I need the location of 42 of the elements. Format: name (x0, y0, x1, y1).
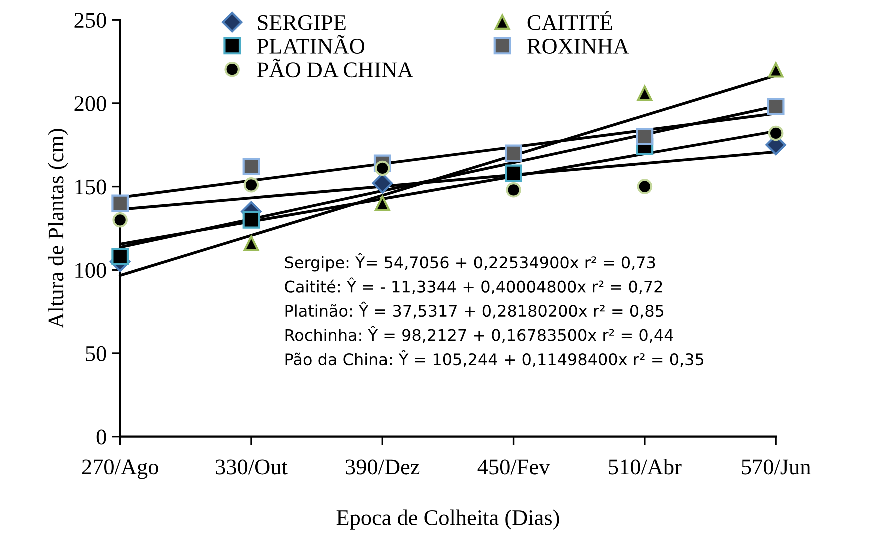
point (768, 126, 784, 142)
x-tick-label: 450/Fev (478, 460, 550, 475)
point (768, 62, 784, 78)
point (242, 211, 260, 229)
point (506, 182, 522, 198)
point (244, 178, 260, 193)
x-tick-label: 330/Out (216, 460, 288, 475)
legend-label: PLATINÃO (257, 35, 365, 54)
y-tick-label: 250 (74, 13, 106, 28)
point (637, 86, 653, 102)
point (505, 144, 522, 162)
point (505, 164, 522, 182)
y-tick-label: 150 (76, 180, 106, 195)
y-tick-label: 200 (74, 96, 106, 112)
annotation: Rochinha: Ŷ = 98,2127 + 0,16783500x r² = 0,44 (286, 326, 674, 343)
x-tick-label: 570/Jun (742, 460, 811, 475)
x-tick-label: 270/Ago (82, 460, 158, 480)
legend-label: ROXINHA (528, 39, 630, 54)
x-tick-label: 390/Dez (346, 460, 420, 475)
y-tick-label: 100 (76, 263, 106, 278)
point (112, 212, 128, 228)
legend-label: PÃO DA CHINA (257, 58, 414, 78)
point (374, 160, 390, 176)
point (112, 248, 130, 266)
legend-label: CAITITÉ (528, 11, 612, 30)
point (637, 179, 653, 194)
point (767, 98, 785, 116)
annotation: Caitité: Ŷ = - 11,3344 + 0,40004800x r² = 0,72 (285, 278, 662, 295)
point (242, 158, 260, 176)
point (636, 128, 654, 146)
point (374, 196, 390, 212)
point (112, 194, 130, 212)
point (244, 236, 260, 252)
legend-label: SERGIPE (258, 15, 346, 30)
x-tick-label: 510/Abr (609, 459, 682, 475)
y-axis-title: Altura de Plantas (cm) (48, 129, 68, 329)
y-tick-label: 0 (96, 430, 106, 445)
y-tick-label: 50 (86, 346, 106, 362)
annotation: Platinão: Ŷ = 37,5317 + 0,28180200x r² = 0,85 (286, 302, 664, 319)
x-axis-title: Epoca de Colheita (Dias) (336, 510, 560, 530)
annotation: Sergipe: Ŷ= 54,7056 + 0,22534900x r² = 0,73 (285, 253, 656, 272)
annotation: Pão da China: Ŷ = 105,244 + 0,11498400x r² = 0,35 (286, 350, 704, 368)
